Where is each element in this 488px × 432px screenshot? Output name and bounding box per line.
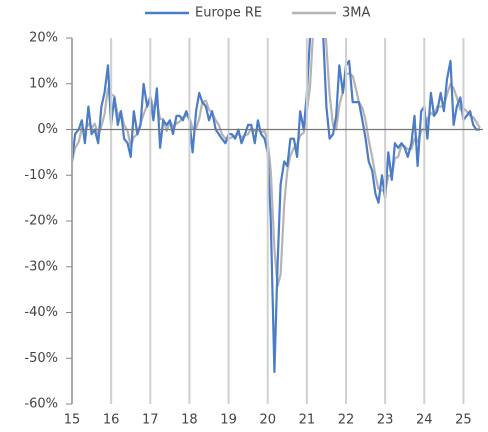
y-tick-label: -30% bbox=[24, 259, 58, 274]
y-tick-label: -20% bbox=[24, 214, 58, 229]
legend-label: 3MA bbox=[342, 6, 370, 21]
y-tick-label: -10% bbox=[24, 168, 58, 183]
x-tick-label: 22 bbox=[338, 413, 355, 428]
y-tick-label: -60% bbox=[24, 397, 58, 412]
x-tick-label: 23 bbox=[377, 413, 394, 428]
x-tick-label: 21 bbox=[299, 413, 316, 428]
series-line bbox=[70, 38, 480, 374]
x-tick-label: 16 bbox=[103, 413, 120, 428]
x-tick-label: 15 bbox=[64, 413, 81, 428]
y-tick-label: 0% bbox=[37, 122, 58, 137]
legend-label: Europe RE bbox=[195, 6, 262, 21]
x-tick-label: 19 bbox=[220, 413, 237, 428]
y-tick-label: 20% bbox=[29, 31, 58, 46]
x-tick-label: 18 bbox=[181, 413, 198, 428]
y-tick-label: 10% bbox=[29, 76, 58, 91]
plot-area bbox=[70, 38, 481, 374]
x-tick-label: 25 bbox=[455, 413, 472, 428]
y-tick-label: -50% bbox=[24, 351, 58, 366]
x-tick-label: 24 bbox=[416, 413, 433, 428]
y-tick-label: -40% bbox=[24, 305, 58, 320]
x-tick-label: 20 bbox=[259, 413, 276, 428]
x-tick-label: 17 bbox=[142, 413, 159, 428]
